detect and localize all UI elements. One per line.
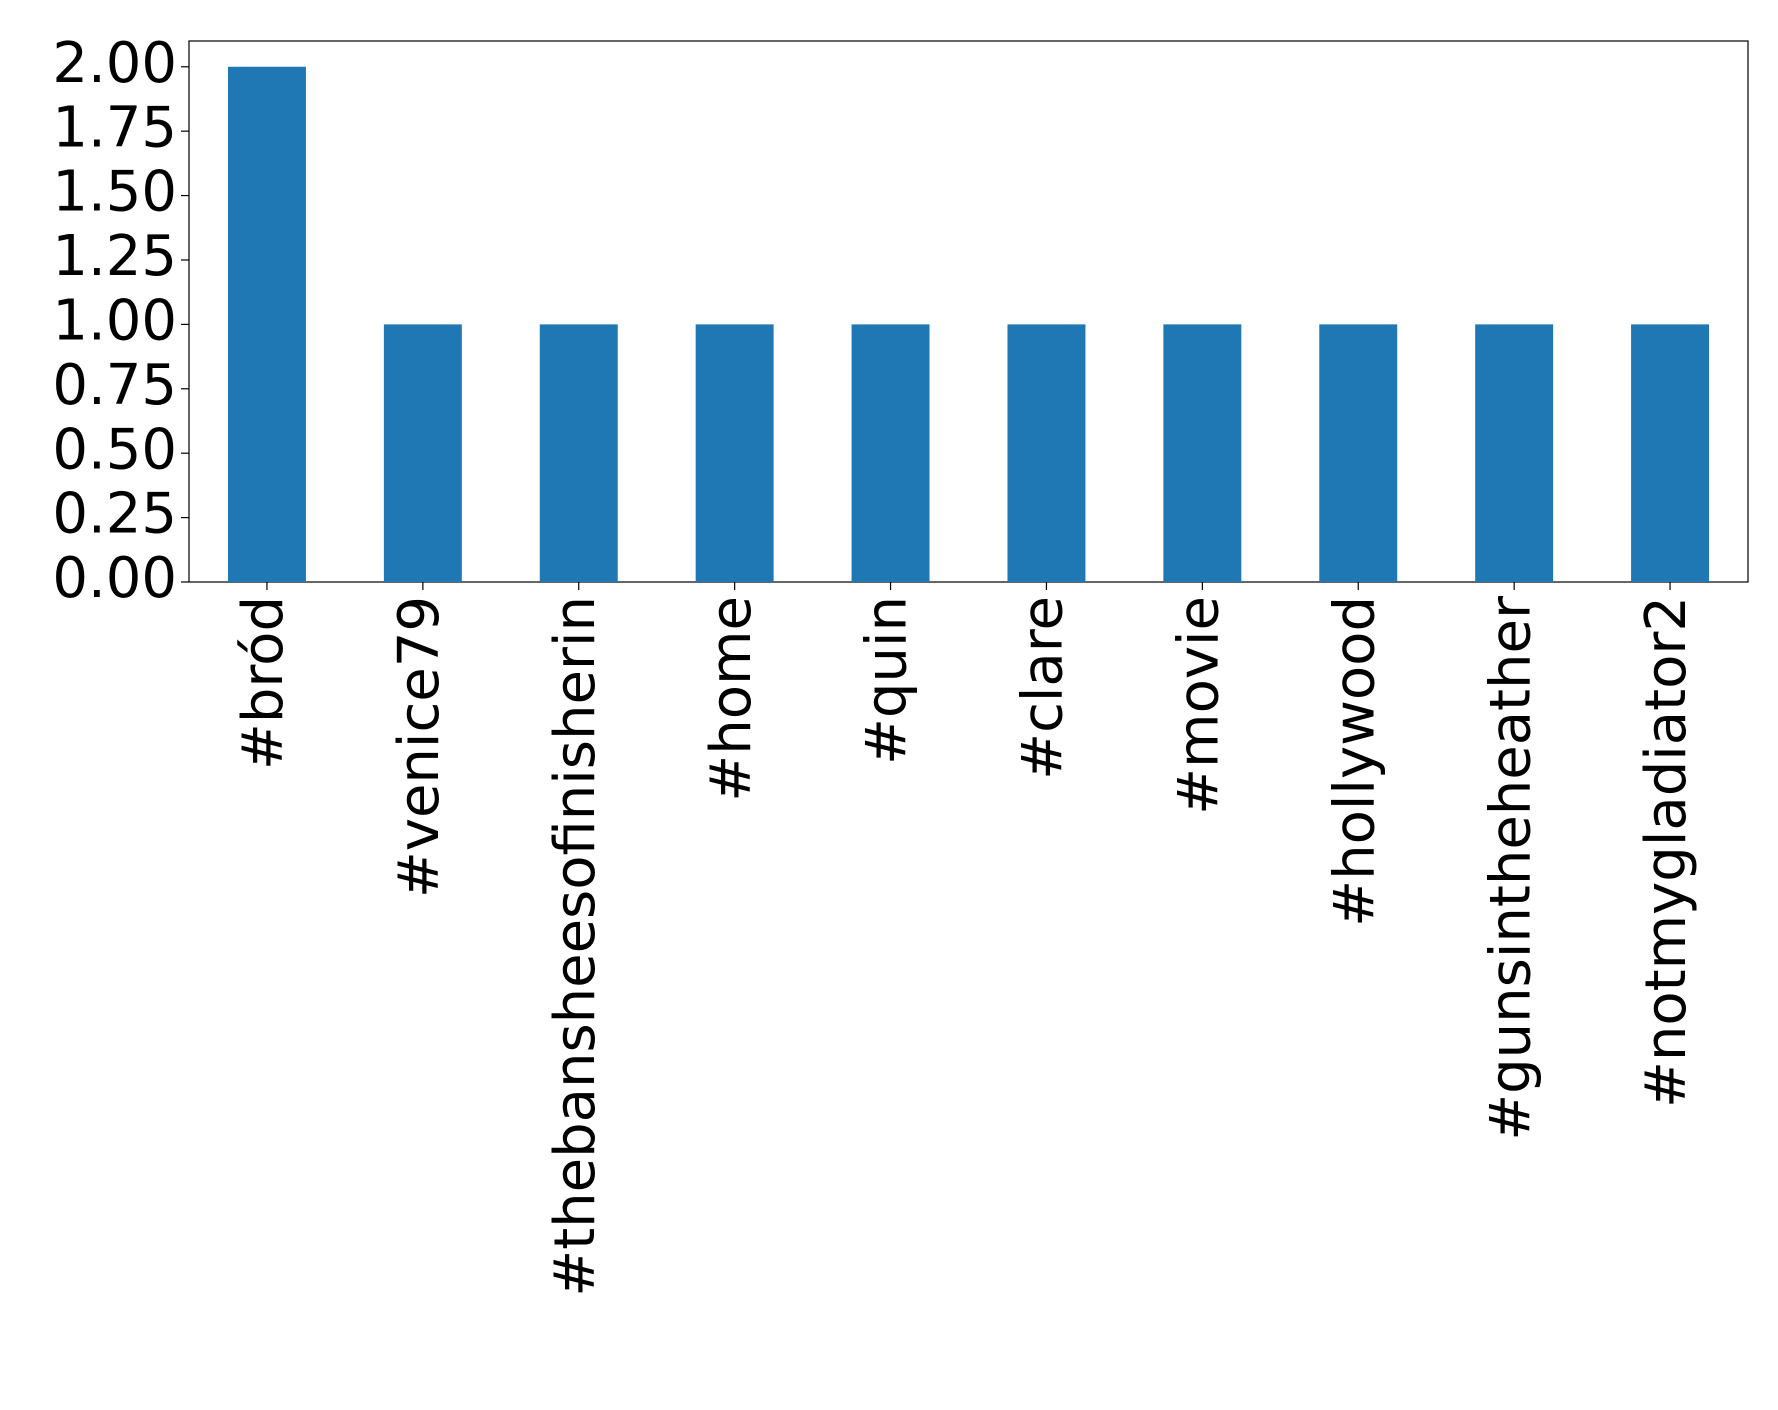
x-tick-label: #notmygladiator2 [1634,596,1699,1108]
x-tick-label: #clare [1011,596,1076,780]
bar [1475,324,1554,582]
y-tick-label: 0.25 [52,482,177,547]
bar [1319,324,1398,582]
y-tick-label: 1.75 [52,95,177,160]
bar [383,324,462,582]
y-tick-label: 1.00 [52,289,177,354]
y-tick-label: 1.25 [52,224,177,289]
x-tick-label: #quin [855,596,920,765]
bar [1007,324,1086,582]
x-tick-label: #venice79 [387,596,452,898]
x-tick-label: #hollywood [1322,596,1387,927]
y-tick-label: 0.75 [52,353,177,418]
y-tick-label: 1.50 [52,160,177,225]
y-tick-label: 0.00 [52,546,177,611]
x-tick-label: #gunsintheheather [1478,595,1543,1141]
y-tick-label: 2.00 [52,31,177,96]
x-tick-label: #bród [231,596,296,770]
bar [695,324,774,582]
x-tick-label: #home [699,596,764,802]
x-tick-label: #thebansheesofinisherin [543,596,608,1297]
bar [1163,324,1242,582]
bar [227,66,306,582]
bar [539,324,618,582]
y-tick-label: 0.50 [52,417,177,482]
x-tick-label: #movie [1166,596,1231,815]
bar [851,324,930,582]
axes-frame [188,40,1749,583]
bar [1631,324,1710,582]
